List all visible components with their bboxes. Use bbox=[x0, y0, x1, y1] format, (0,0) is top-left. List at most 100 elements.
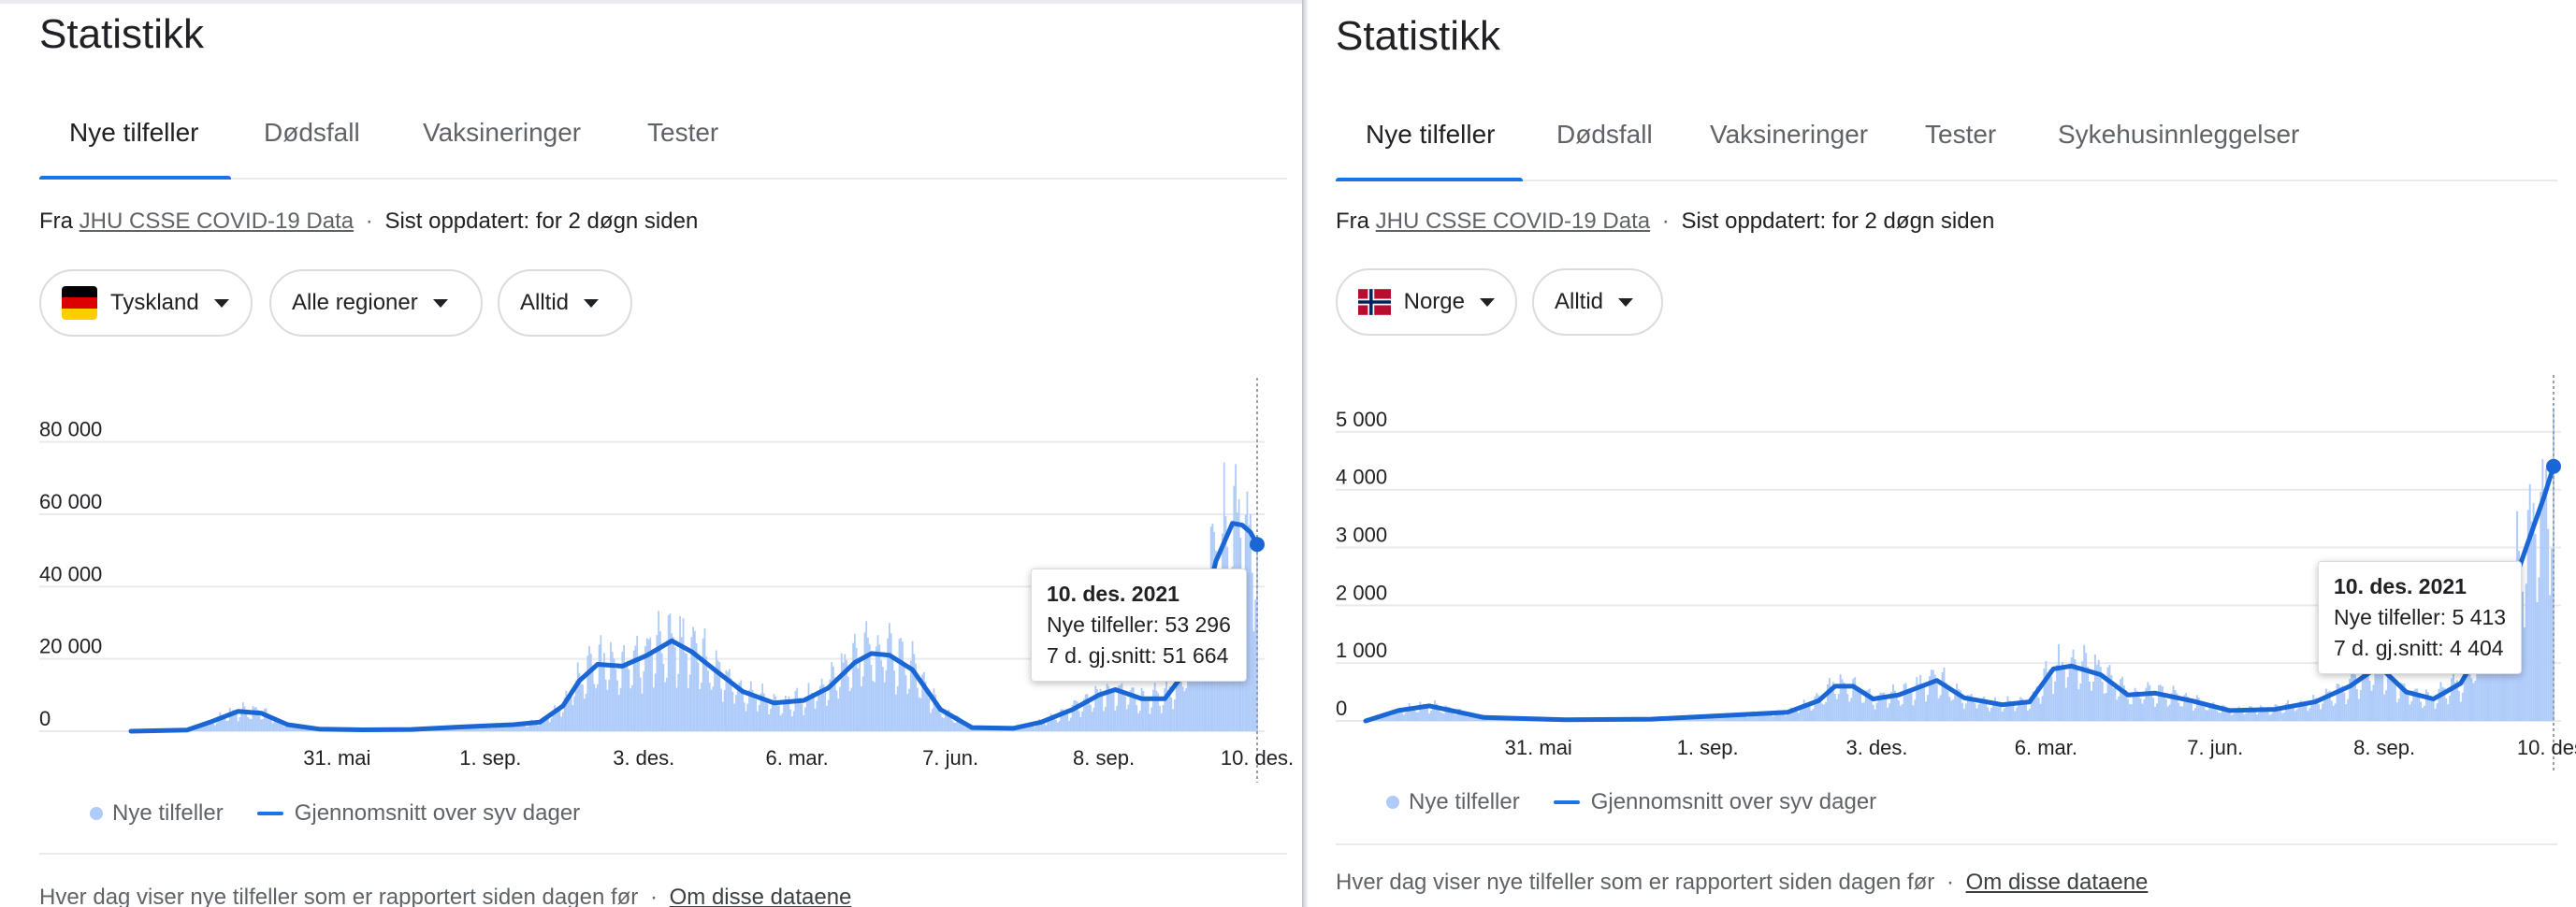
tab-vaccinations[interactable]: Vaksineringer bbox=[423, 118, 582, 147]
daily-bar bbox=[934, 695, 937, 731]
region-dropdown[interactable]: Alle regioner bbox=[269, 269, 483, 337]
daily-bar bbox=[1076, 701, 1078, 731]
daily-bar bbox=[852, 642, 854, 731]
daily-bar bbox=[2547, 528, 2550, 721]
cases-chart[interactable]: 0 1 000 2 000 3 000 4 000 5 000 31. mai 1. sep.… bbox=[1308, 0, 2576, 804]
daily-bar bbox=[1775, 712, 1778, 721]
daily-bar bbox=[2363, 663, 2366, 721]
daily-bar bbox=[2320, 709, 2323, 721]
daily-bar bbox=[1119, 684, 1122, 731]
daily-bar bbox=[1802, 699, 1805, 721]
daily-bar bbox=[1114, 711, 1117, 731]
daily-bar bbox=[758, 704, 760, 731]
source-link[interactable]: JHU CSSE COVID-19 Data bbox=[79, 209, 355, 234]
daily-bar bbox=[265, 708, 268, 731]
daily-bar bbox=[1060, 709, 1063, 731]
daily-bar bbox=[1388, 714, 1391, 721]
daily-bar bbox=[532, 721, 535, 731]
daily-bar bbox=[1918, 684, 1920, 721]
daily-bar bbox=[1908, 689, 1911, 721]
daily-bar bbox=[811, 692, 813, 731]
tab-new-cases[interactable]: Nye tilfeller bbox=[69, 118, 199, 147]
daily-bar bbox=[1833, 694, 1836, 721]
tab-vaccinations[interactable]: Vaksineringer bbox=[1710, 120, 1869, 149]
tab-tests[interactable]: Tester bbox=[647, 118, 719, 147]
daily-bar bbox=[1783, 713, 1786, 721]
daily-bar bbox=[1419, 701, 1422, 721]
daily-bar bbox=[1379, 717, 1382, 721]
daily-bar bbox=[796, 687, 799, 731]
daily-bar bbox=[2132, 692, 2135, 721]
daily-bar bbox=[959, 718, 962, 731]
daily-bar bbox=[2095, 664, 2098, 721]
daily-bar bbox=[1864, 690, 1867, 721]
daily-bar bbox=[1985, 701, 1988, 721]
daily-bar bbox=[902, 641, 904, 731]
y-tick-label: 3 000 bbox=[1336, 524, 1387, 547]
daily-bar bbox=[2289, 705, 2291, 721]
daily-bar bbox=[921, 674, 924, 731]
daily-bar bbox=[623, 645, 625, 731]
daily-bar bbox=[2268, 714, 2271, 721]
daily-bar bbox=[1101, 696, 1104, 731]
tab-tests[interactable]: Tester bbox=[1925, 120, 1997, 149]
daily-bar bbox=[751, 689, 754, 731]
daily-bar bbox=[2553, 408, 2554, 721]
daily-bar bbox=[783, 699, 785, 731]
daily-bar bbox=[756, 711, 759, 731]
daily-bar bbox=[239, 717, 241, 731]
daily-bar bbox=[2223, 705, 2225, 721]
daily-bar bbox=[1144, 698, 1147, 731]
daily-bar bbox=[1804, 702, 1807, 721]
daily-bar bbox=[241, 702, 244, 731]
daily-bar bbox=[2318, 704, 2321, 721]
tab-new-cases[interactable]: Nye tilfeller bbox=[1366, 120, 1496, 149]
daily-bar bbox=[931, 709, 933, 731]
daily-bar bbox=[1157, 693, 1160, 731]
daily-bar bbox=[2221, 704, 2224, 721]
daily-bar bbox=[760, 693, 762, 731]
cases-chart[interactable]: 0 20 000 40 000 60 000 80 000 31. mai 1. sep. 3… bbox=[0, 4, 1302, 808]
daily-bar bbox=[2409, 704, 2411, 721]
tab-hospitalizations[interactable]: Sykehusinnleggelser bbox=[2058, 120, 2300, 149]
period-dropdown[interactable]: Alltid bbox=[1532, 268, 1663, 336]
daily-bar bbox=[791, 716, 793, 731]
daily-bar bbox=[1452, 712, 1454, 721]
daily-bar bbox=[527, 726, 529, 731]
daily-bar bbox=[647, 639, 650, 731]
daily-bar bbox=[2085, 653, 2088, 721]
daily-bar bbox=[243, 706, 246, 731]
footer-text: Hver dag viser nye tilfeller som er rapp… bbox=[39, 885, 639, 907]
daily-bar bbox=[1883, 692, 1886, 721]
daily-bar bbox=[1071, 704, 1074, 731]
daily-bar bbox=[2050, 676, 2053, 721]
seven-day-average-line bbox=[1363, 464, 2556, 724]
daily-bar bbox=[1112, 692, 1115, 731]
daily-bar bbox=[697, 662, 700, 731]
daily-bar bbox=[1032, 724, 1035, 731]
daily-bar bbox=[1149, 713, 1151, 731]
period-dropdown[interactable]: Alltid bbox=[498, 269, 632, 337]
daily-bar bbox=[1068, 720, 1070, 731]
daily-bar bbox=[908, 688, 910, 731]
about-data-link[interactable]: Om disse dataene bbox=[1965, 870, 2149, 895]
tab-deaths[interactable]: Dødsfall bbox=[1556, 120, 1653, 149]
source-link[interactable]: JHU CSSE COVID-19 Data bbox=[1375, 209, 1651, 234]
tab-deaths[interactable]: Dødsfall bbox=[264, 118, 360, 147]
daily-bar bbox=[1695, 718, 1698, 721]
daily-bar bbox=[1056, 722, 1059, 731]
daily-bar bbox=[2455, 680, 2458, 721]
daily-bar bbox=[1140, 687, 1143, 731]
daily-bar bbox=[2187, 696, 2190, 721]
daily-bar bbox=[456, 728, 458, 731]
daily-bar bbox=[2181, 706, 2184, 721]
daily-bar bbox=[2147, 682, 2149, 721]
daily-bar bbox=[234, 713, 236, 731]
country-dropdown[interactable]: Norge bbox=[1336, 268, 1517, 336]
about-data-link[interactable]: Om disse dataene bbox=[669, 885, 852, 907]
daily-bar bbox=[2272, 708, 2275, 721]
daily-bar bbox=[1131, 687, 1133, 731]
daily-bar bbox=[939, 713, 942, 731]
country-dropdown[interactable]: Tyskland bbox=[39, 269, 253, 337]
daily-bar bbox=[1151, 707, 1153, 731]
